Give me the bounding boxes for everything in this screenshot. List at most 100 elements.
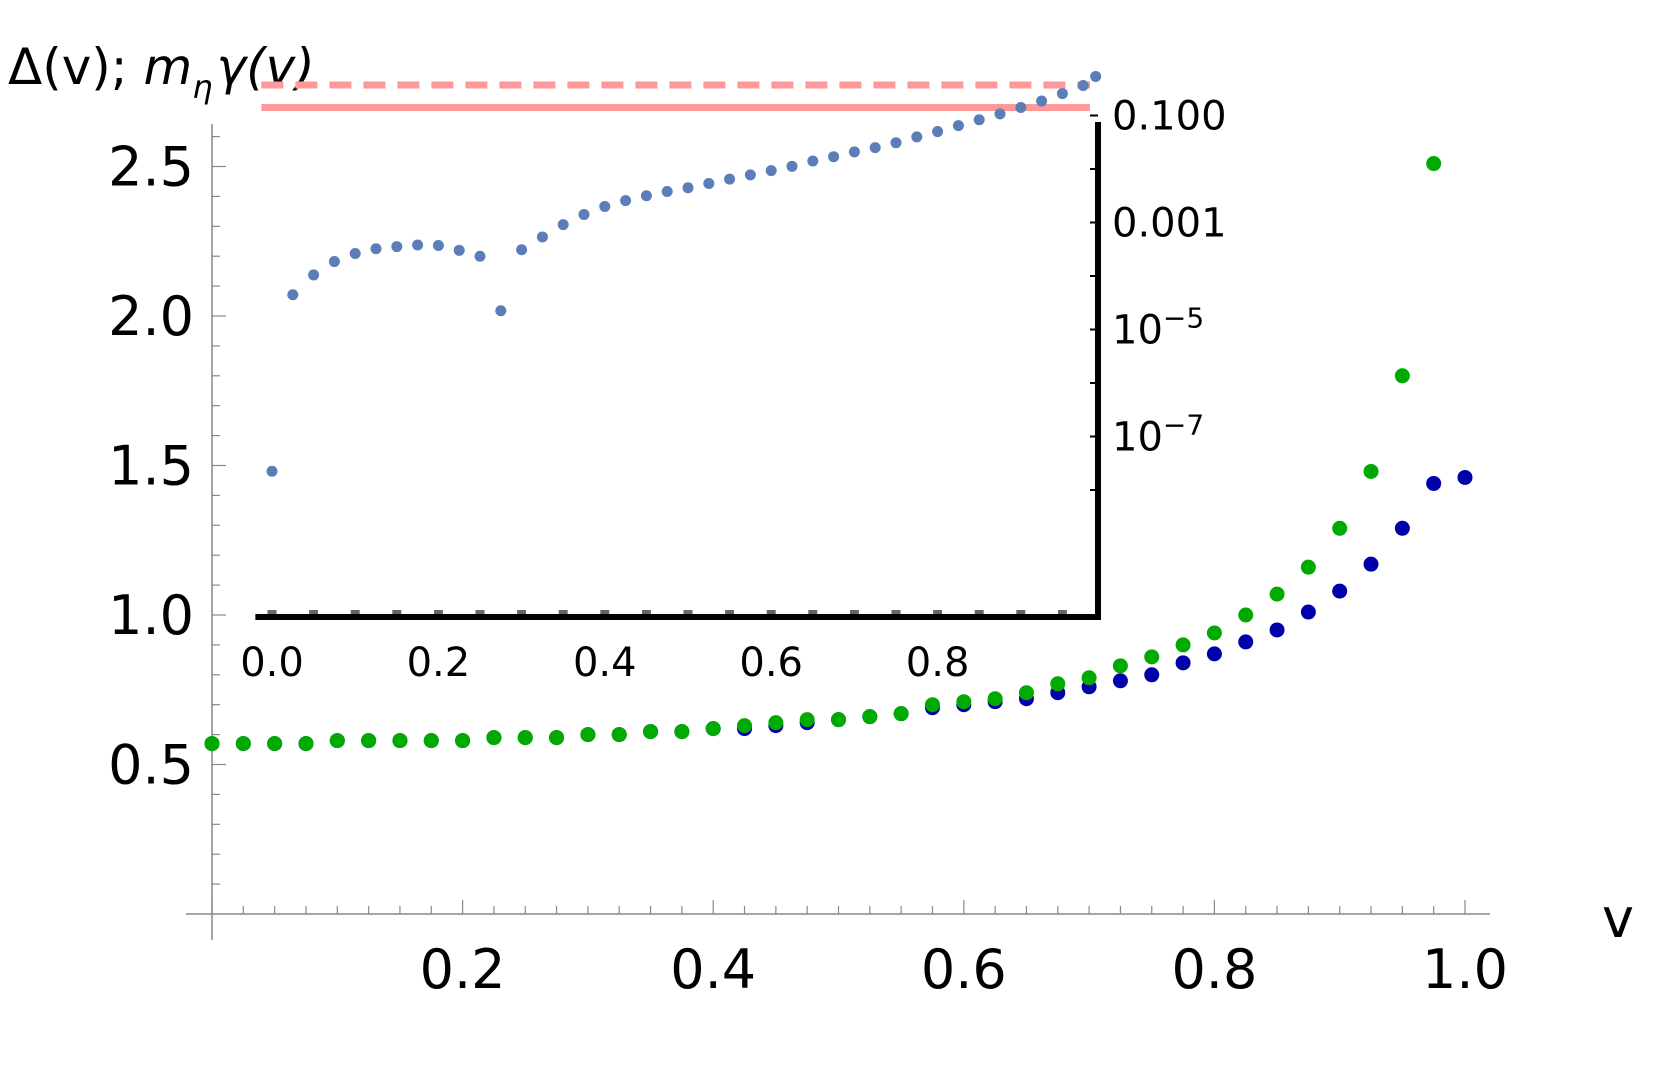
inset-x-tick-label: 0.0 [240, 640, 304, 686]
main-point-green [204, 736, 220, 752]
main-point-green [486, 730, 502, 746]
inset-point [807, 155, 819, 167]
main-point-green [392, 733, 408, 749]
inset-point [911, 131, 923, 143]
inset-axes: 0.0 0.2 0.4 0.6 0.8 0.100 0.001 10−5 10−7 [240, 94, 1226, 687]
main-point-green [235, 736, 251, 752]
main-point-green [1332, 520, 1348, 536]
inset-point [828, 151, 840, 163]
main-point-green [924, 697, 940, 713]
inset-point [890, 137, 902, 149]
main-y-tick-label: 1.5 [108, 435, 194, 498]
main-point-green [455, 733, 471, 749]
inset-point [412, 239, 424, 251]
main-point-green [1112, 658, 1128, 674]
inset-point [640, 190, 652, 202]
main-point-blue [1175, 655, 1191, 671]
inset-point [932, 126, 944, 138]
main-x-tick-label: 0.2 [420, 938, 506, 1001]
main-point-green [298, 736, 314, 752]
main-point-blue [1144, 667, 1160, 683]
inset-point [432, 240, 444, 252]
inset-y-tick-label: 0.100 [1112, 94, 1227, 140]
inset-y-tick-label: 0.001 [1112, 201, 1227, 247]
main-point-blue [1457, 469, 1473, 485]
inset-point [1036, 95, 1048, 107]
main-point-green [329, 733, 345, 749]
main-point-green [737, 718, 753, 734]
inset-reference-lines [261, 81, 1090, 111]
main-point-green [768, 715, 784, 731]
main-y-axis-title: Δ(v); mηγ(v) [8, 38, 315, 106]
main-points [204, 156, 1473, 752]
main-point-green [611, 727, 627, 743]
inset-y-tick-label: 10−5 [1112, 302, 1204, 354]
main-point-green [1426, 156, 1442, 172]
main-point-green [1394, 368, 1410, 384]
main-axes: 0.2 0.4 0.6 0.8 1.0 0.5 1.0 1.5 2.0 2.5 [108, 124, 1508, 1001]
main-point-green [517, 730, 533, 746]
main-point-green [831, 712, 846, 728]
inset-point [952, 120, 964, 132]
main-point-green [1363, 463, 1379, 479]
inset-point [391, 241, 403, 253]
main-point-green [1081, 670, 1097, 686]
main-point-green [267, 736, 283, 752]
main-point-green [987, 691, 1003, 707]
inset-point [287, 289, 299, 301]
inset-point [661, 185, 673, 197]
inset-point [308, 269, 320, 281]
inset-point [578, 208, 590, 220]
main-point-green [862, 709, 878, 725]
inset-x-tick-label: 0.6 [739, 640, 803, 686]
inset-point [973, 114, 985, 126]
main-x-tick-label: 1.0 [1422, 938, 1508, 1001]
inset-point [682, 182, 694, 194]
main-point-blue [1112, 673, 1128, 689]
main-point-green [1175, 637, 1191, 653]
main-y-tick-label: 2.5 [108, 136, 194, 199]
main-point-blue [1269, 622, 1285, 638]
inset-point [703, 177, 715, 189]
inset-chart: 0.0 0.2 0.4 0.6 0.8 0.100 0.001 10−5 10−7 [240, 70, 1227, 687]
main-x-axis-title: v [1602, 887, 1634, 950]
main-point-green [1238, 607, 1254, 623]
main-x-tick-label: 0.4 [670, 938, 756, 1001]
inset-point [516, 244, 528, 256]
main-point-blue [1363, 556, 1379, 572]
inset-x-tick-label: 0.2 [407, 640, 471, 686]
main-point-blue [1206, 646, 1222, 662]
inset-point [786, 160, 798, 172]
inset-point [349, 248, 361, 260]
inset-point [1090, 70, 1102, 82]
main-x-tick-label: 0.6 [921, 938, 1007, 1001]
main-point-green [423, 733, 439, 749]
inset-point [599, 200, 611, 212]
main-point-green [361, 733, 377, 749]
main-point-green [1050, 676, 1066, 692]
main-point-green [1144, 649, 1160, 665]
inset-point [1015, 101, 1027, 113]
inset-point [848, 146, 860, 158]
inset-point [620, 195, 632, 207]
main-point-green [549, 730, 565, 746]
main-point-blue [1300, 604, 1316, 620]
main-point-green [893, 706, 909, 722]
main-point-blue [1238, 634, 1254, 650]
main-x-tick-label: 0.8 [1171, 938, 1257, 1001]
main-y-tick-label: 2.0 [108, 285, 194, 348]
main-point-green [1018, 685, 1034, 701]
main-point-green [1206, 625, 1222, 641]
inset-point [328, 256, 340, 268]
inset-point [1077, 80, 1089, 92]
main-point-blue [1394, 520, 1410, 536]
inset-point [453, 244, 465, 256]
inset-y-tick-label: 10−7 [1112, 409, 1204, 461]
inset-point [1056, 88, 1068, 100]
inset-x-tick-label: 0.4 [573, 640, 637, 686]
main-y-tick-label: 1.0 [108, 584, 194, 647]
main-y-tick-label: 0.5 [108, 734, 194, 797]
inset-point [744, 169, 756, 181]
main-point-blue [1426, 475, 1442, 491]
